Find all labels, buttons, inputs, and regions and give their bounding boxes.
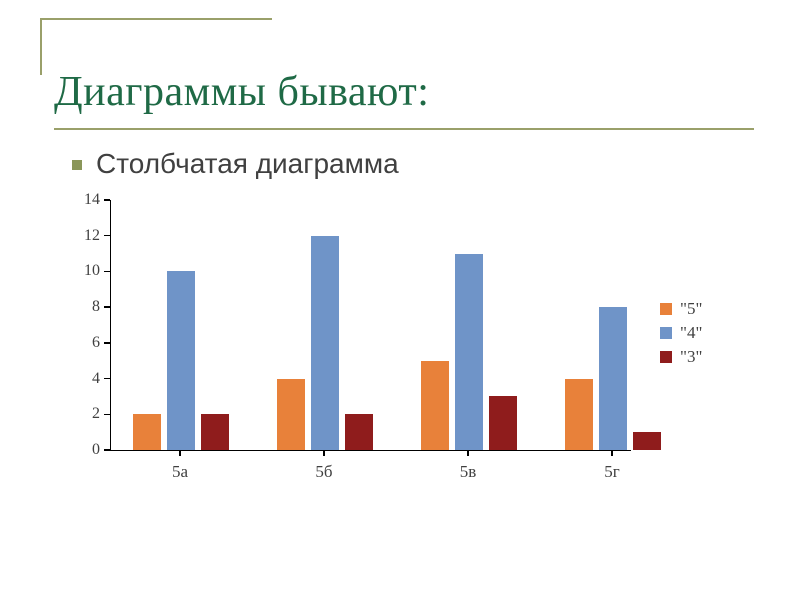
y-tick-label: 8 [60, 298, 100, 316]
x-tick-mark [179, 450, 181, 456]
bar [167, 271, 195, 450]
page-title: Диаграммы бывают: [54, 68, 429, 116]
y-tick-mark [104, 342, 110, 344]
bar [565, 379, 593, 450]
legend-label: "5" [680, 299, 702, 319]
y-tick-label: 0 [60, 441, 100, 459]
bar [201, 414, 229, 450]
y-tick-label: 2 [60, 405, 100, 423]
subtitle: Столбчатая диаграмма [96, 148, 399, 180]
bar [133, 414, 161, 450]
y-tick-mark [104, 235, 110, 237]
x-tick-label: 5г [604, 462, 619, 482]
legend-item: "3" [660, 347, 740, 367]
bar [311, 236, 339, 450]
legend-swatch [660, 351, 672, 363]
y-tick-mark [104, 449, 110, 451]
x-tick-mark [323, 450, 325, 456]
bar-chart: "5""4""3" 024681012145а5б5в5г [60, 200, 740, 500]
legend: "5" "4" "3" [660, 295, 740, 371]
legend-item: "5" [660, 299, 740, 319]
y-tick-label: 14 [60, 191, 100, 209]
x-tick-mark [611, 450, 613, 456]
plot-area [110, 200, 631, 451]
y-tick-mark [104, 414, 110, 416]
x-tick-label: 5а [172, 462, 188, 482]
title-underline [54, 128, 754, 130]
decorative-bracket [40, 18, 272, 75]
legend-swatch [660, 327, 672, 339]
bar [599, 307, 627, 450]
y-tick-mark [104, 271, 110, 273]
bar [633, 432, 661, 450]
legend-swatch [660, 303, 672, 315]
bar [421, 361, 449, 450]
bar [345, 414, 373, 450]
legend-item: "4" [660, 323, 740, 343]
bullet-icon [72, 160, 82, 170]
y-tick-label: 12 [60, 227, 100, 245]
y-tick-label: 4 [60, 370, 100, 388]
y-tick-mark [104, 306, 110, 308]
legend-label: "4" [680, 323, 702, 343]
y-tick-label: 10 [60, 262, 100, 280]
x-tick-mark [467, 450, 469, 456]
y-tick-mark [104, 199, 110, 201]
x-tick-label: 5б [315, 462, 332, 482]
y-tick-mark [104, 378, 110, 380]
bar [489, 396, 517, 450]
y-tick-label: 6 [60, 334, 100, 352]
x-tick-label: 5в [460, 462, 477, 482]
bar [277, 379, 305, 450]
legend-label: "3" [680, 347, 702, 367]
bar [455, 254, 483, 450]
